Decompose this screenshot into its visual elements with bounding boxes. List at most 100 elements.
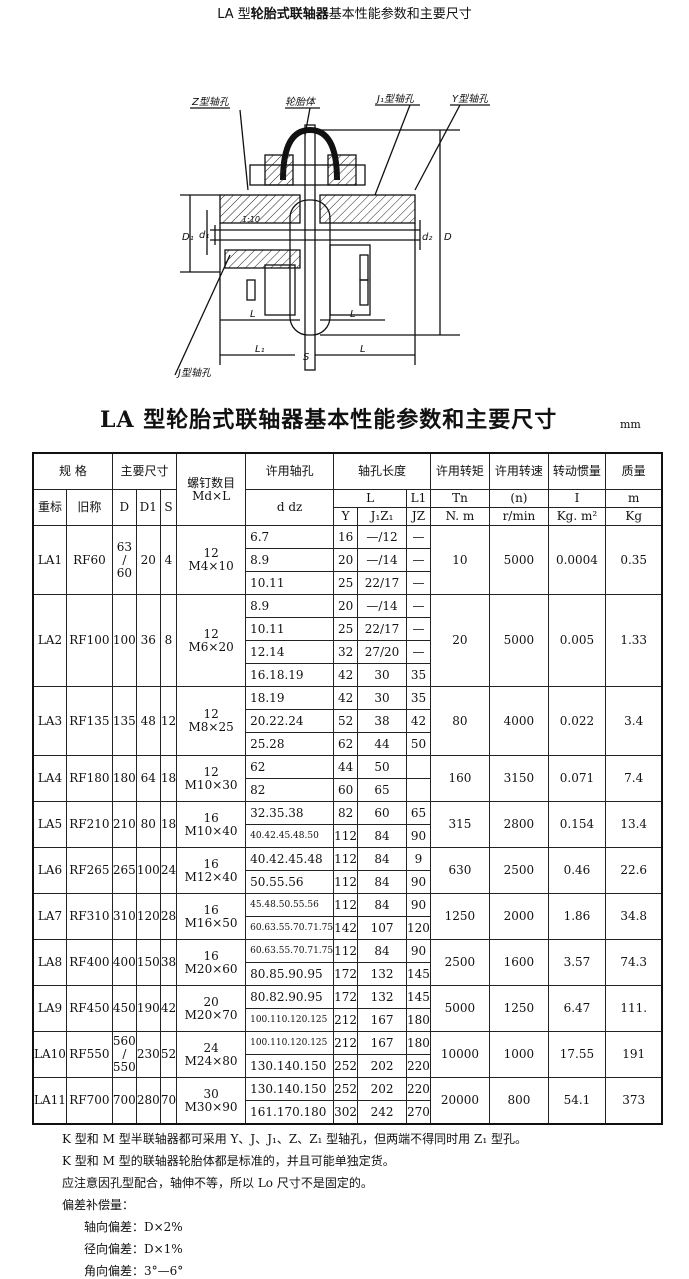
header-screws: 螺钉数目 Md×L [176,452,247,526]
spec-table: 规 格 主要尺寸 螺钉数目 Md×L 许用轴孔 轴孔长度 许用转矩 许用转速 转动… [32,452,664,1125]
header-bore-sub: d dz [245,489,335,526]
label-y-hole: Y型轴孔 [452,93,489,105]
mass: 7.4 [604,755,663,802]
dim-S: 18 [159,755,178,802]
bore-length-JZ: — [406,548,431,572]
dim-D: 700 [111,1077,137,1125]
bore-length-J1Z1: 44 [357,732,408,756]
bore-length-JZ: 65 [406,801,431,825]
table-row: 25.28 62 44 50 [33,732,662,756]
bore-length-Y: 62 [333,732,359,756]
screw-spec: 16 M20×60 [176,939,247,986]
bore-length-J1Z1: 84 [357,870,408,894]
torque: 2500 [429,939,490,986]
speed: 2000 [488,893,549,940]
bore-length-JZ: 50 [406,732,431,756]
bore-length-J1Z1: 84 [357,847,408,871]
header-L1: L1 [406,489,431,508]
bore-length-Y: 20 [333,548,359,572]
bore-diameters: 45.48.50.55.56 [245,893,335,917]
header-m-unit: Kg [604,507,663,526]
bore-diameters: 80.82.90.95 [245,985,335,1009]
bore-length-J1Z1: 38 [357,709,408,733]
bore-length-J1Z1: 50 [357,755,408,779]
bore-diameters: 100.110.120.125 [245,1008,335,1032]
table-row: LA9 RF450 450 190 42 20 M20×70 80.82.90.95 172 13… [32,985,663,1032]
model-new-name: LA6 [32,847,67,894]
header-JZ: JZ [406,507,431,526]
bore-length-J1Z1: —/12 [357,525,408,549]
bore-length-J1Z1: 30 [357,663,408,687]
dim-S: 24 [159,847,178,894]
table-row: LA1 RF60 63 / 60 20 4 12 M4×10 6.7 16 —/12—10 5000… [32,525,663,595]
screw-size: M20×70 [184,1007,238,1022]
deviation-axial: 轴向偏差：D×2% [84,1220,183,1234]
bore-length-Y: 42 [333,663,359,687]
note: 偏差补偿量： [62,1198,135,1212]
bore-diameters: 8.9 [245,548,335,572]
screw-size: M4×10 [188,559,234,573]
mass: 74.3 [604,939,663,986]
torque: 630 [429,847,490,894]
screw-spec: 12 M8×25 [176,686,247,756]
bore-diameters: 25.28 [245,732,335,756]
bore-length-J1Z1: 84 [357,939,408,963]
screw-size: M30×90 [184,1099,238,1114]
model-new-name: LA5 [32,801,67,848]
bore-length-JZ: 220 [406,1054,431,1078]
bore-length-Y: 25 [333,617,359,641]
bore-length-Y: 52 [333,709,359,733]
dim-D: 180 [111,755,137,802]
header-D: D [111,489,137,526]
dim-D1: 190 [135,985,161,1032]
model-old-name: RF550 [65,1031,113,1078]
header-m: m [604,489,663,508]
table-row: LA6 RF265 265 100 24 16 M12×40 40.42.45.48 112 84… [32,847,663,894]
torque: 5000 [429,985,490,1032]
screw-spec: 16 M10×40 [176,801,247,848]
header-screws-label: 螺钉数目 [187,475,236,490]
torque: 315 [429,801,490,848]
bore-diameters: 20.22.24 [245,709,335,733]
bore-length-JZ: 145 [406,962,431,986]
inertia: 54.1 [547,1077,606,1125]
bore-length-Y: 20 [333,594,359,618]
mass: 1.33 [604,594,663,687]
bore-diameters: 130.140.150 [245,1054,335,1078]
bore-length-JZ: — [406,525,431,549]
screw-count: 12 [203,546,219,560]
dim-S: 38 [159,939,178,986]
bore-length-J1Z1: 22/17 [357,571,408,595]
bore-length-JZ: 90 [406,939,431,963]
speed: 1000 [488,1031,549,1078]
model-old-name: RF135 [65,686,113,756]
screw-spec: 20 M20×70 [176,985,247,1032]
table-row: 8.9 20 —/14— [33,548,662,572]
screw-count: 16 [203,948,219,963]
screw-size: M10×30 [184,777,238,792]
bore-length-Y: 44 [333,755,359,779]
page-title: LA 型轮胎式联轴器基本性能参数和主要尺寸 [0,3,689,22]
dim-D1: 280 [135,1077,161,1125]
dim-D: 310 [111,893,137,940]
table-row: 161.170.180 302 242 270 [33,1100,662,1125]
speed: 2800 [488,801,549,848]
bore-length-JZ: 35 [406,663,431,687]
model-old-name: RF450 [65,985,113,1032]
screw-spec: 12 M10×30 [176,755,247,802]
screw-spec: 16 M16×50 [176,893,247,940]
bore-diameters: 40.42.45.48 [245,847,335,871]
bore-length-J1Z1: 202 [357,1077,408,1101]
bore-length-JZ: 220 [406,1077,431,1101]
label-z-hole: Z型轴孔 [191,96,230,108]
model-new-name: LA8 [32,939,67,986]
unit-label: mm [620,418,641,431]
note: K 型和 M 型的联轴器轮胎体都是标准的，并且可能单独定货。 [62,1154,395,1168]
dim-D1: 120 [135,893,161,940]
bore-diameters: 6.7 [245,525,335,549]
bore-length-Y: 32 [333,640,359,664]
notes: K 型和 M 型半联轴器都可采用 Y、J、J₁、Z、Z₁ 型轴孔，但两端不得同时… [62,1128,527,1279]
model-old-name: RF210 [65,801,113,848]
bore-length-JZ: — [406,617,431,641]
label-dz: d₂ [422,232,432,243]
